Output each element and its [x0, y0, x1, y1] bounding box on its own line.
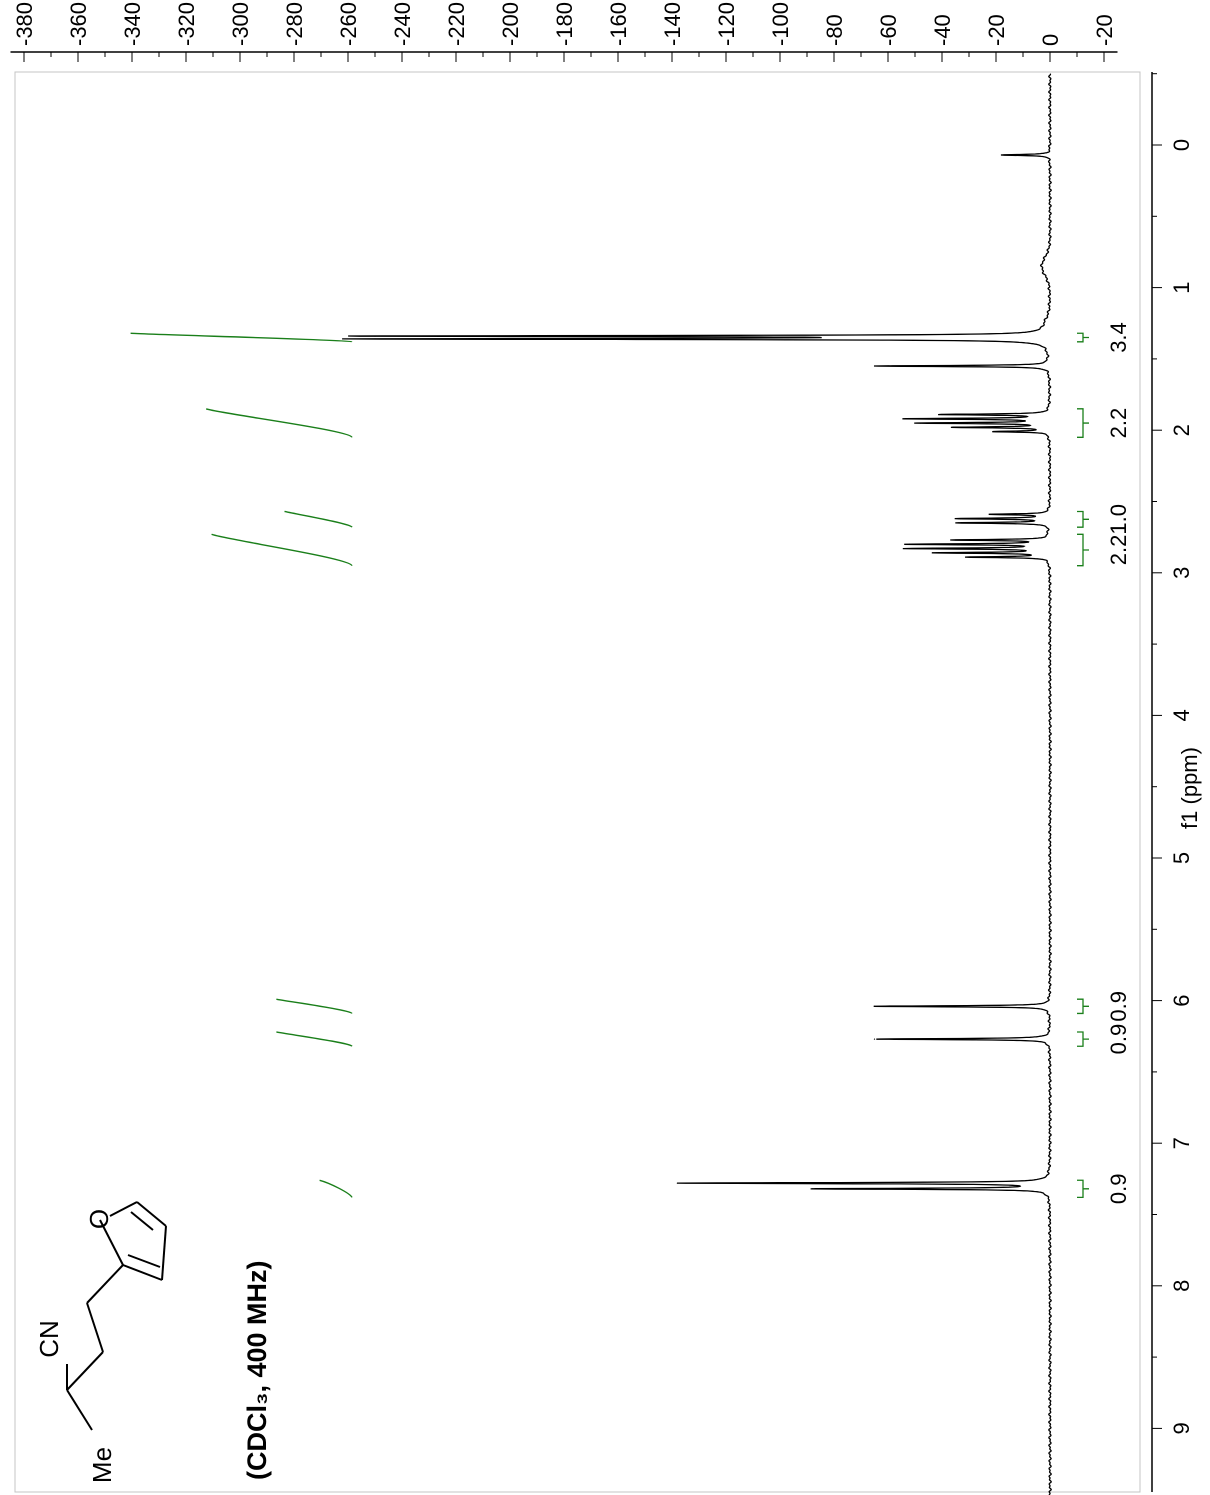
- intensity-tick-label: -80: [822, 14, 847, 46]
- ppm-tick-label: 1: [1169, 281, 1194, 293]
- intensity-tick-label: -360: [66, 2, 91, 46]
- integral-value-label: 1.0: [1106, 504, 1131, 535]
- intensity-tick-label: 0: [1038, 34, 1063, 46]
- intensity-tick-label: -320: [174, 2, 199, 46]
- integral-bracket: [1077, 1179, 1089, 1199]
- spectrum-peak: [990, 513, 992, 515]
- integral-value-label: 0.9: [1106, 991, 1131, 1022]
- spectrum-peak: [873, 365, 876, 367]
- integral-bracket: [1077, 510, 1089, 528]
- intensity-axis: -380 -360 -340 -320 -300 -280 -260 -240 -220 -200…: [10, 2, 1118, 62]
- intensity-tick-label: -340: [120, 2, 145, 46]
- ppm-axis: 9 8 7 6 5 4 3 2 1 0: [1151, 72, 1194, 1492]
- intensity-tick-label: -200: [498, 2, 523, 46]
- spectrum-peak: [676, 1182, 679, 1184]
- ppm-tick-label: 3: [1169, 567, 1194, 579]
- ppm-tick-label: 6: [1169, 994, 1194, 1006]
- spectrum-peak: [936, 552, 938, 554]
- structure-methyl-label: Me: [87, 1447, 117, 1483]
- integral-curve: [276, 1031, 353, 1047]
- ppm-tick-label: 8: [1169, 1280, 1194, 1292]
- ppm-tick-label: 0: [1169, 139, 1194, 151]
- integral-value-label: 0.9: [1106, 1024, 1131, 1055]
- spectrum-peak: [968, 556, 970, 558]
- plot-frame: [14, 71, 1141, 1493]
- intensity-tick-label: -20: [984, 14, 1009, 46]
- spectrum-peak: [954, 426, 957, 428]
- spectrum-peak: [1000, 154, 1003, 156]
- integral-bracket: [1077, 1031, 1089, 1047]
- intensity-tick-label: -300: [228, 2, 253, 46]
- ppm-tick-label: 4: [1169, 709, 1194, 721]
- ppm-tick-label: 7: [1169, 1137, 1194, 1149]
- spectrum-peak: [919, 422, 922, 424]
- intensity-tick-label: -380: [12, 2, 37, 46]
- integral-bracket: [1077, 408, 1089, 438]
- intensity-tick-label: -260: [336, 2, 361, 46]
- spectrum-trace: [342, 73, 1052, 1495]
- integral-value-label: 2.2: [1106, 408, 1131, 439]
- ppm-tick-label: 9: [1169, 1422, 1194, 1434]
- integral-bracket: [1077, 533, 1089, 567]
- spectrum-peak: [909, 547, 911, 550]
- intensity-tick-label: -40: [930, 14, 955, 46]
- integral-curve: [276, 998, 353, 1015]
- spectrum-line: [342, 73, 1052, 1495]
- integral-curve: [319, 1179, 353, 1198]
- molecule-structure: [66, 1201, 167, 1431]
- spectrum-peak: [873, 1005, 876, 1007]
- spectrum-peak: [374, 338, 376, 340]
- integral-curve: [284, 510, 353, 528]
- spectrum-peak: [811, 1188, 814, 1190]
- intensity-tick-label: -180: [552, 2, 577, 46]
- intensity-tick-label: -140: [660, 2, 685, 46]
- spectrum-peak: [374, 335, 376, 337]
- integral-curve: [211, 533, 353, 567]
- intensity-tick-label: -280: [282, 2, 307, 46]
- intensity-tick-label: -20: [1092, 14, 1117, 46]
- intensity-tick-label: -160: [606, 2, 631, 46]
- spectrum-peak: [954, 539, 957, 541]
- integral-value-label: 2.2: [1106, 535, 1131, 566]
- spectrum-peak: [957, 518, 959, 520]
- ppm-tick-label: 2: [1169, 424, 1194, 436]
- integral-bracket: [1077, 998, 1089, 1015]
- integral-curve: [130, 332, 353, 343]
- intensity-tick-label: -100: [768, 2, 793, 46]
- ppm-tick-label: 5: [1169, 852, 1194, 864]
- solvent-frequency-label: (CDCl₃, 400 MHz): [242, 1260, 272, 1480]
- spectrum-peak: [906, 418, 908, 420]
- intensity-tick-label: -240: [390, 2, 415, 46]
- spectrum-peak: [941, 413, 943, 416]
- spectrum-peak: [909, 543, 911, 545]
- integral-curves: [130, 332, 353, 1198]
- integral-labels: 0.90.90.92.21.02.23.4: [1077, 322, 1131, 1204]
- structure-nitrile-label: CN: [34, 1320, 64, 1358]
- structure-oxygen-label: O: [84, 1209, 114, 1229]
- intensity-tick-label: -60: [876, 14, 901, 46]
- integral-value-label: 3.4: [1106, 322, 1131, 353]
- integral-curve: [205, 408, 353, 439]
- spectrum-peak: [957, 522, 959, 524]
- integral-value-label: 0.9: [1106, 1174, 1131, 1205]
- integral-bracket: [1077, 332, 1089, 343]
- x-axis-label: f1 (ppm): [1177, 747, 1202, 829]
- intensity-tick-label: -220: [444, 2, 469, 46]
- intensity-tick-label: -120: [714, 2, 739, 46]
- spectrum-peak: [995, 431, 997, 433]
- spectrum-peak: [873, 1038, 876, 1040]
